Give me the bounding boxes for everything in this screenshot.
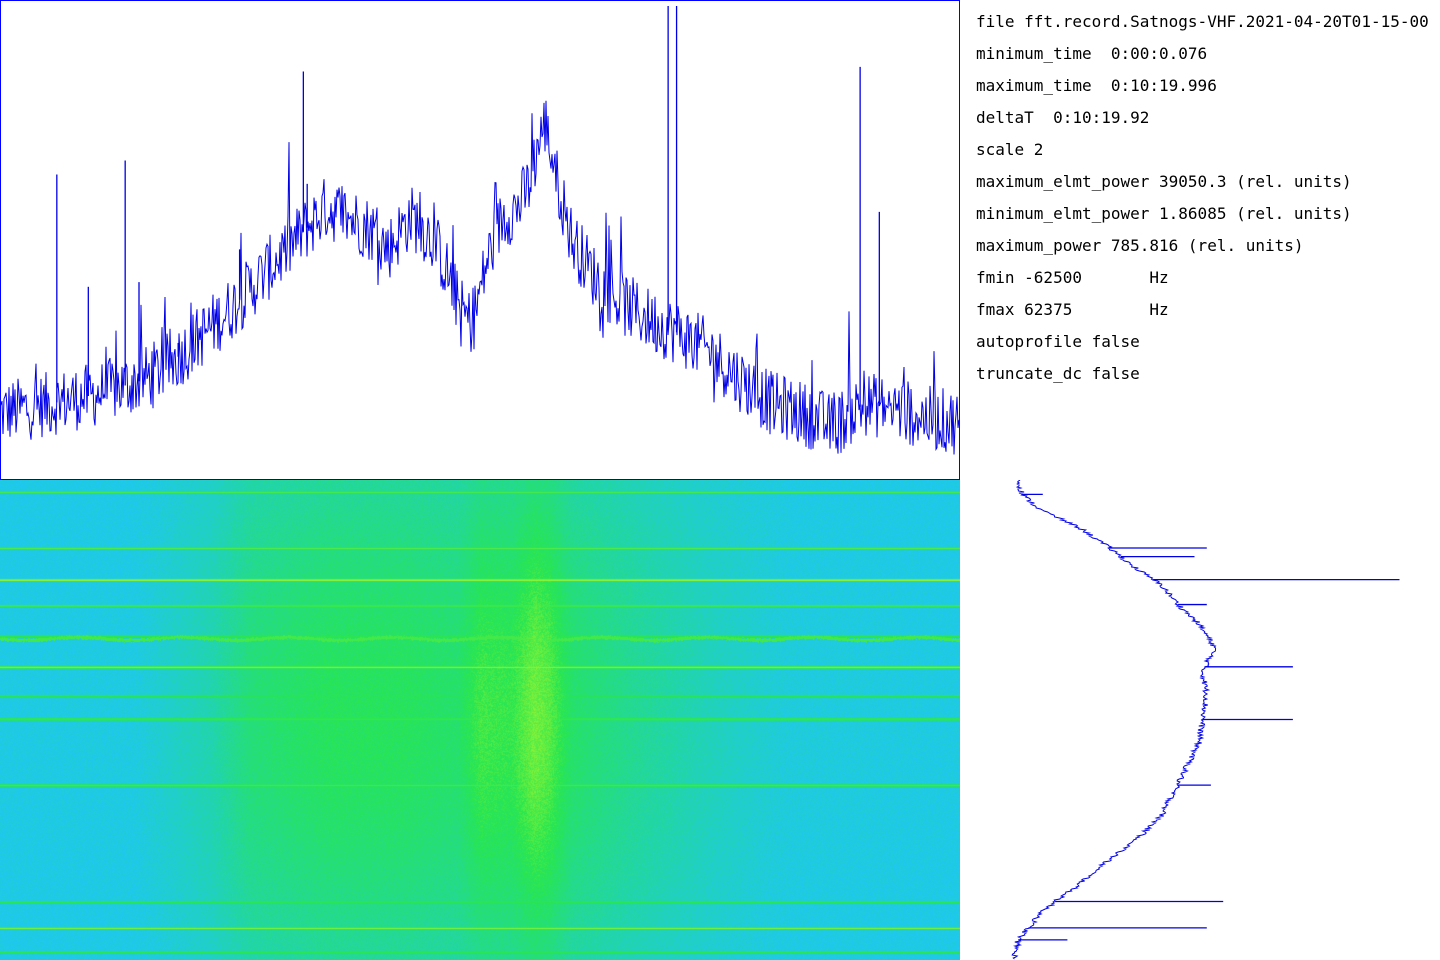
info-maximum-time: maximum_time 0:10:19.996 [976, 76, 1217, 95]
waterfall-canvas [0, 480, 960, 960]
time-profile-svg [1011, 480, 1400, 960]
info-maximum-elmt-power: maximum_elmt_power 39050.3 (rel. units) [976, 172, 1352, 191]
time-profile-spikes [1018, 493, 1400, 941]
info-fmin: fmin -62500 Hz [976, 268, 1169, 287]
info-fmax: fmax 62375 Hz [976, 300, 1169, 319]
info-file: file fft.record.Satnogs-VHF.2021-04-20T0… [976, 12, 1429, 31]
spectrum-spikes [56, 6, 880, 407]
info-minimum-elmt-power: minimum_elmt_power 1.86085 (rel. units) [976, 204, 1352, 223]
spectrum-frame [0, 0, 960, 480]
spectrum-plot [0, 0, 960, 480]
info-truncate-dc: truncate_dc false [976, 364, 1140, 383]
info-delta-t: deltaT 0:10:19.92 [976, 108, 1150, 127]
info-minimum-time: minimum_time 0:00:0.076 [976, 44, 1208, 63]
info-maximum-power: maximum_power 785.816 (rel. units) [976, 236, 1304, 255]
time-profile-plot [960, 480, 1440, 960]
spectrum-svg [0, 0, 960, 480]
spectrum-trace [0, 100, 960, 455]
info-autoprofile: autoprofile false [976, 332, 1140, 351]
info-scale: scale 2 [976, 140, 1044, 159]
waterfall-plot [0, 480, 960, 960]
info-panel: file fft.record.Satnogs-VHF.2021-04-20T0… [976, 8, 1440, 448]
time-profile-trace [1011, 480, 1217, 960]
